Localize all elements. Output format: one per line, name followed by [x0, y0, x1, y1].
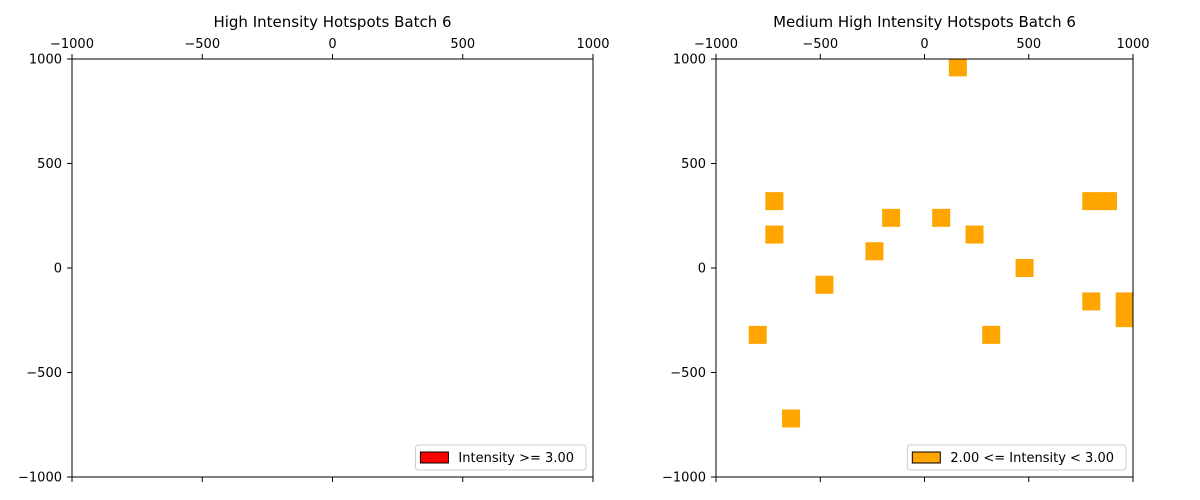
data-point	[865, 242, 884, 261]
y-tick-label: −1000	[18, 471, 62, 486]
legend: Intensity >= 3.00	[414, 444, 587, 471]
y-tick-label: 500	[681, 157, 706, 172]
x-tick-label: 500	[1016, 37, 1041, 52]
data-point	[965, 225, 984, 244]
chart-title: Medium High Intensity Hotspots Batch 6	[773, 13, 1076, 31]
y-tick-label: −500	[670, 366, 706, 381]
data-point	[1115, 309, 1133, 328]
legend-label: Intensity >= 3.00	[458, 451, 574, 466]
legend-swatch	[419, 451, 449, 464]
legend-box	[906, 444, 1127, 471]
legend-swatch	[911, 451, 941, 464]
data-point	[932, 208, 951, 227]
plot-frame	[71, 58, 594, 478]
x-tick-label: 500	[450, 37, 475, 52]
data-point	[765, 192, 784, 211]
x-tick-label: −1000	[50, 37, 94, 52]
chart-medium-high-intensity: Medium High Intensity Hotspots Batch 6 −1…	[662, 13, 1150, 486]
data-point	[1115, 292, 1133, 311]
x-tick-label: −1000	[694, 37, 738, 52]
data-point	[1082, 292, 1101, 311]
data-point	[1082, 192, 1101, 211]
legend: 2.00 <= Intensity < 3.00	[906, 444, 1127, 471]
x-tick-label: 0	[328, 37, 336, 52]
plot-frame	[715, 58, 1134, 478]
y-tick-label: 0	[698, 262, 706, 277]
data-point	[882, 208, 901, 227]
data-point	[815, 275, 834, 294]
data-point	[1015, 259, 1034, 277]
data-point	[1098, 192, 1117, 211]
legend-label: 2.00 <= Intensity < 3.00	[950, 451, 1114, 466]
chart-title: High Intensity Hotspots Batch 6	[213, 13, 451, 31]
y-tick-label: −1000	[662, 471, 706, 486]
data-point	[765, 225, 784, 244]
data-point	[782, 409, 801, 428]
chart-high-intensity: High Intensity Hotspots Batch 6 −1000 −500…	[18, 13, 610, 486]
y-tick-label: 1000	[673, 53, 706, 68]
x-tick-label: 1000	[576, 37, 609, 52]
x-tick-label: 0	[920, 37, 928, 52]
y-tick-label: 500	[37, 157, 62, 172]
data-point	[748, 325, 767, 344]
y-tick-label: 1000	[29, 53, 62, 68]
data-point	[948, 59, 967, 77]
y-tick-label: −500	[26, 366, 62, 381]
y-tick-label: 0	[54, 262, 62, 277]
x-tick-label: −500	[184, 37, 220, 52]
data-point	[982, 325, 1001, 344]
x-tick-label: 1000	[1116, 37, 1149, 52]
x-tick-label: −500	[802, 37, 838, 52]
legend-box	[414, 444, 587, 471]
markers	[748, 59, 1133, 428]
